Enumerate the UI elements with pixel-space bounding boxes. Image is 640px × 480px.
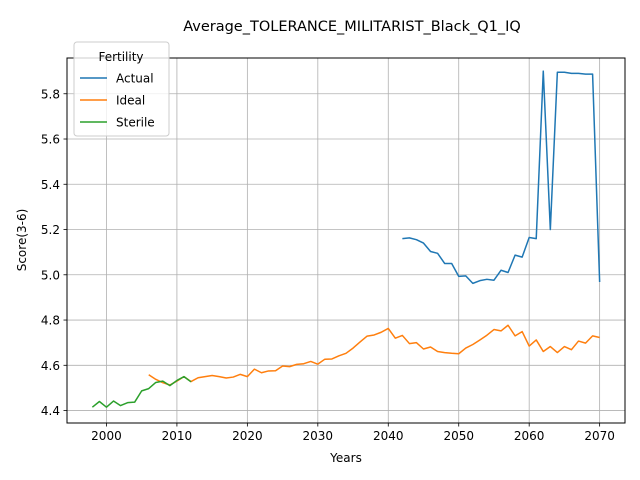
legend: Fertility Actual Ideal Sterile bbox=[73, 41, 170, 137]
legend-box bbox=[73, 41, 170, 137]
chart-title: Average_TOLERANCE_MILITARIST_Black_Q1_IQ bbox=[183, 19, 521, 35]
x-tick-label: 2030 bbox=[303, 429, 334, 443]
y-tick-label: 5.8 bbox=[41, 87, 60, 101]
legend-label-ideal: Ideal bbox=[116, 94, 145, 108]
y-tick-label: 4.6 bbox=[41, 359, 60, 373]
y-tick-label: 5.6 bbox=[41, 133, 60, 147]
series-lines bbox=[91, 70, 601, 408]
y-tick-label: 5.4 bbox=[41, 178, 60, 192]
series-line-actual bbox=[402, 70, 601, 285]
grid bbox=[67, 58, 625, 423]
y-tick-label: 5.2 bbox=[41, 223, 60, 237]
x-tick-label: 2050 bbox=[443, 429, 474, 443]
y-axis-ticks: 4.4 4.6 4.8 5.0 5.2 5.4 5.6 5.8 bbox=[41, 87, 67, 418]
x-tick-label: 2040 bbox=[373, 429, 404, 443]
plot-frame bbox=[66, 57, 626, 424]
x-tick-label: 2010 bbox=[162, 429, 193, 443]
legend-label-sterile: Sterile bbox=[116, 116, 155, 130]
x-tick-label: 2020 bbox=[232, 429, 263, 443]
y-axis-label: Score(3-6) bbox=[15, 209, 29, 272]
x-axis-label: Years bbox=[329, 451, 362, 465]
y-tick-label: 4.8 bbox=[41, 314, 60, 328]
series-line-ideal bbox=[148, 324, 600, 386]
x-axis-ticks: 2000 2010 2020 2030 2040 2050 2060 2070 bbox=[91, 423, 615, 443]
series-line-sterile bbox=[91, 375, 192, 408]
x-tick-label: 2060 bbox=[514, 429, 545, 443]
x-tick-label: 2000 bbox=[91, 429, 122, 443]
legend-title: Fertility bbox=[98, 50, 143, 64]
legend-label-actual: Actual bbox=[116, 72, 154, 86]
y-tick-label: 4.4 bbox=[41, 404, 60, 418]
y-tick-label: 5.0 bbox=[41, 268, 60, 282]
x-tick-label: 2070 bbox=[584, 429, 615, 443]
